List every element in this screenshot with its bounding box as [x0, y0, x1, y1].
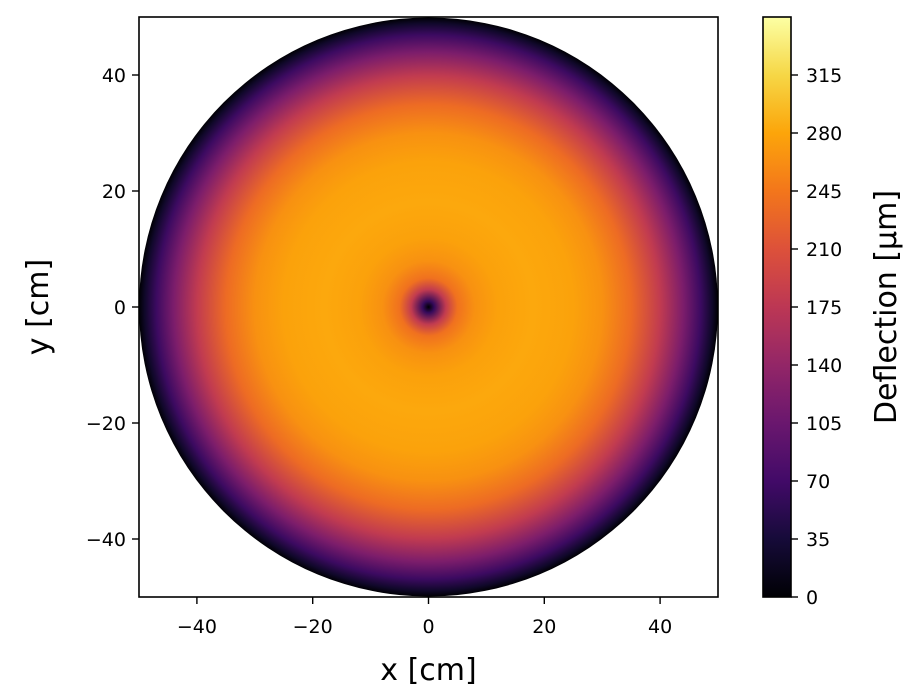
colorbar: 0 35 70 105 140 175 210 245 280 315 Deflection [μ…: [762, 16, 904, 609]
colorbar-label: Deflection [μm]: [869, 190, 904, 424]
x-tick-label: 0: [422, 616, 434, 638]
y-axis-ticks: −40 −20 0 20 40: [86, 65, 139, 551]
colorbar-tick-label: 105: [806, 413, 842, 435]
colorbar-tick-label: 140: [806, 355, 842, 377]
colorbar-tick-label: 245: [806, 181, 842, 203]
x-tick-label: 20: [532, 616, 556, 638]
x-axis-ticks: −40 −20 0 20 40: [177, 597, 672, 638]
colorbar-scale: [762, 16, 792, 598]
y-axis-label: y [cm]: [21, 259, 56, 355]
colorbar-ticks: 0 35 70 105 140 175 210 245 280 315: [791, 65, 842, 609]
colorbar-tick-label: 210: [806, 239, 842, 261]
main-plot: −40 −20 0 20 40 −40 −20 0 20 40 x [cm] y [cm]: [21, 16, 719, 688]
x-tick-label: −40: [177, 616, 217, 638]
colorbar-tick-label: 280: [806, 123, 842, 145]
colorbar-tick-label: 315: [806, 65, 842, 87]
y-tick-label: −40: [86, 529, 126, 551]
colorbar-tick-label: 0: [806, 587, 818, 609]
x-axis-label: x [cm]: [380, 653, 476, 688]
x-tick-label: −20: [293, 616, 333, 638]
y-tick-label: −20: [86, 413, 126, 435]
colorbar-tick-label: 175: [806, 297, 842, 319]
x-tick-label: 40: [648, 616, 672, 638]
y-tick-label: 0: [114, 297, 126, 319]
colorbar-tick-label: 35: [806, 529, 830, 551]
y-tick-label: 20: [102, 181, 126, 203]
y-tick-label: 40: [102, 65, 126, 87]
deflection-disc: [139, 17, 718, 597]
colorbar-tick-label: 70: [806, 471, 830, 493]
